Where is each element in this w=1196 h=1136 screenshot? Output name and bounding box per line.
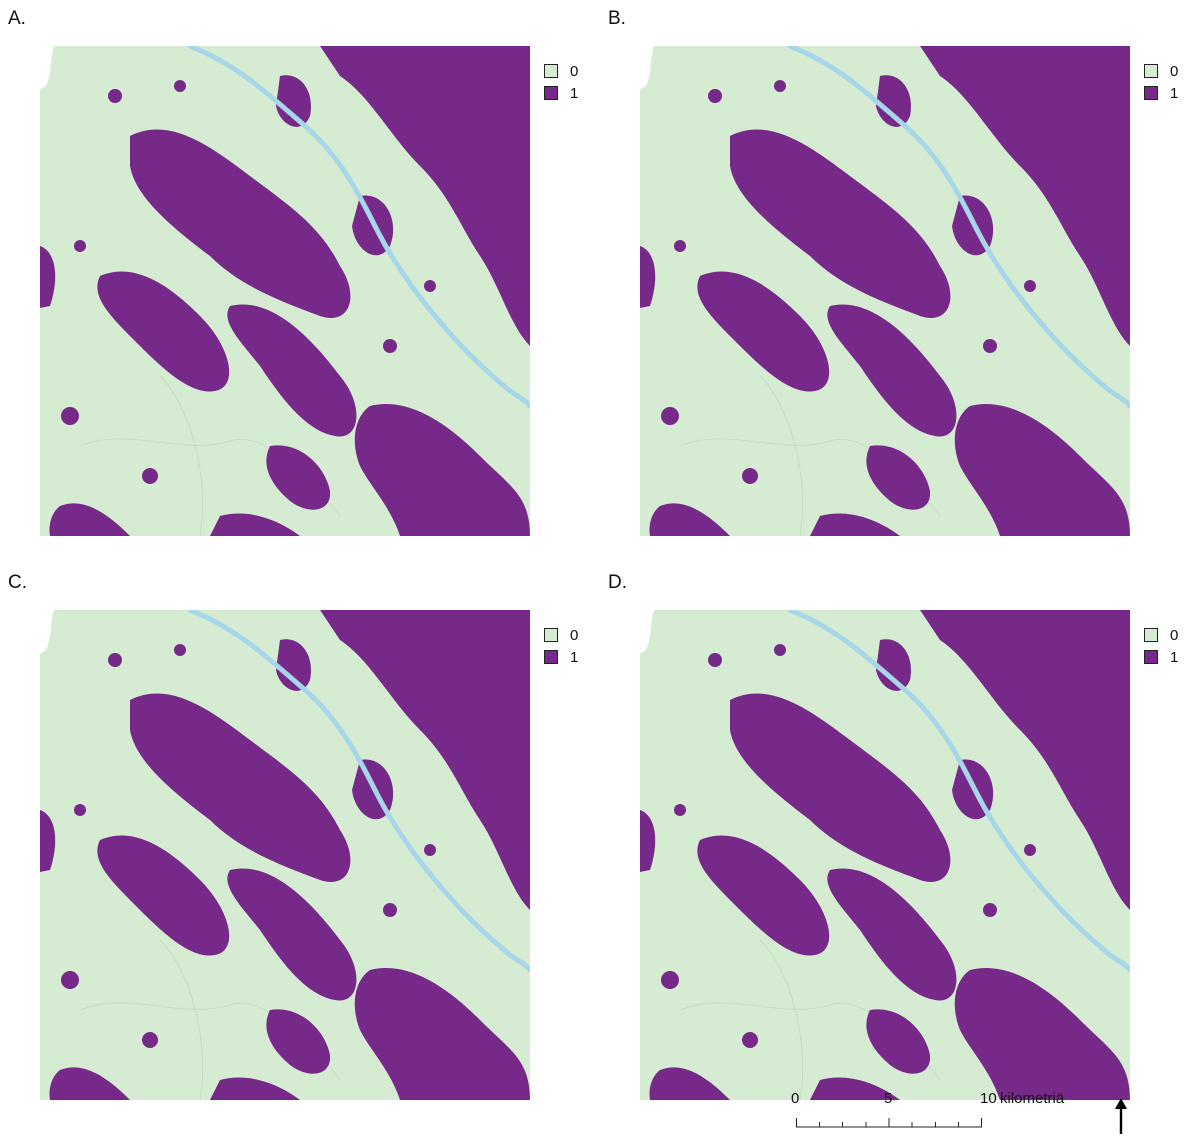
legend-c: 0 1 xyxy=(544,624,578,668)
legend-item-0: 0 xyxy=(1144,624,1178,646)
legend-label-0: 0 xyxy=(570,626,579,644)
legend-item-0: 0 xyxy=(544,60,578,82)
map-c xyxy=(40,610,530,1100)
legend-a: 0 1 xyxy=(544,60,578,104)
panel-d: D. 0 1 xyxy=(608,572,1196,1112)
legend-label-0: 0 xyxy=(1170,626,1179,644)
legend-label-1: 1 xyxy=(570,84,579,102)
scale-bar: 0 5 10 kilometriä xyxy=(770,1088,1150,1136)
scale-unit: kilometriä xyxy=(1000,1090,1065,1107)
scale-line xyxy=(796,1118,982,1128)
legend-label-0: 0 xyxy=(570,62,579,80)
panel-label-b: B. xyxy=(608,8,626,29)
panel-b: B. 0 1 xyxy=(608,8,1196,548)
north-arrow-icon xyxy=(1115,1098,1127,1134)
legend-swatch-0 xyxy=(544,628,558,642)
legend-item-0: 0 xyxy=(544,624,578,646)
legend-item-1: 1 xyxy=(544,646,578,668)
legend-b: 0 1 xyxy=(1144,60,1178,104)
legend-swatch-0 xyxy=(544,64,558,78)
panel-label-c: C. xyxy=(8,572,27,593)
map-d xyxy=(640,610,1130,1100)
legend-item-1: 1 xyxy=(1144,82,1178,104)
panel-a: A. 0 1 xyxy=(8,8,604,548)
panel-c: C. 0 1 xyxy=(8,572,604,1112)
legend-swatch-1 xyxy=(1144,86,1158,100)
panel-label-a: A. xyxy=(8,8,26,29)
legend-item-0: 0 xyxy=(1144,60,1178,82)
map-a xyxy=(40,46,530,536)
legend-label-1: 1 xyxy=(1170,84,1179,102)
legend-swatch-1 xyxy=(1144,650,1158,664)
panel-label-d: D. xyxy=(608,572,627,593)
legend-swatch-1 xyxy=(544,650,558,664)
legend-item-1: 1 xyxy=(544,82,578,104)
scale-tick-0: 0 xyxy=(791,1090,800,1107)
legend-d: 0 1 xyxy=(1144,624,1178,668)
legend-label-0: 0 xyxy=(1170,62,1179,80)
legend-item-1: 1 xyxy=(1144,646,1178,668)
legend-label-1: 1 xyxy=(570,648,579,666)
scale-tick-10: 10 xyxy=(980,1090,997,1107)
legend-swatch-0 xyxy=(1144,64,1158,78)
map-b xyxy=(640,46,1130,536)
scale-tick-5: 5 xyxy=(884,1090,893,1107)
legend-swatch-1 xyxy=(544,86,558,100)
legend-label-1: 1 xyxy=(1170,648,1179,666)
legend-swatch-0 xyxy=(1144,628,1158,642)
